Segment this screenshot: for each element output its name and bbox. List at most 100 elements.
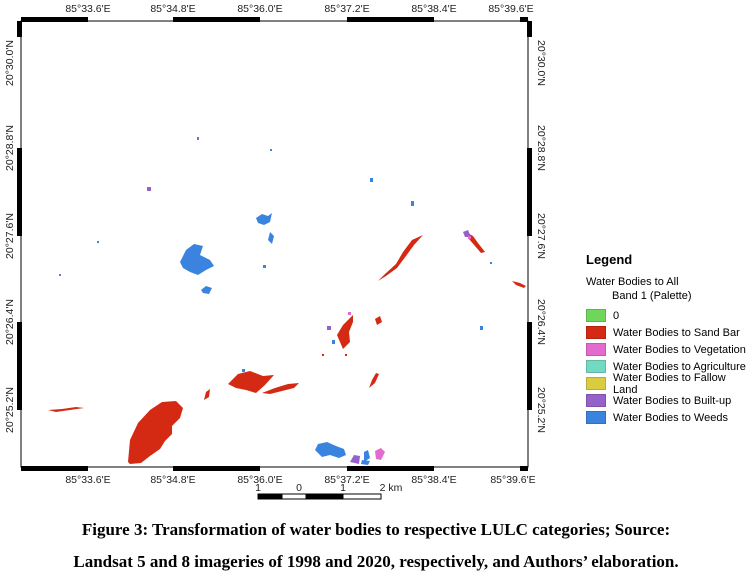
- bottom-tick-label: 85°34.8'E: [150, 474, 195, 486]
- legend-item-label: Water Bodies to Vegetation: [613, 343, 746, 356]
- legend-swatch: [586, 326, 606, 339]
- right-tick-label: 20°25.2'N: [535, 387, 547, 433]
- legend-title: Legend: [586, 252, 633, 267]
- sand-bar-patch: [262, 383, 299, 394]
- top-tick-label: 85°36.0'E: [237, 3, 282, 15]
- vegetation-patch: [375, 448, 385, 460]
- legend-swatch: [586, 411, 606, 424]
- map-frame: [20, 20, 529, 468]
- legend-item: Water Bodies to Built-up: [586, 392, 752, 409]
- built-up-patches: [59, 137, 471, 464]
- legend-swatch: [586, 360, 606, 373]
- vegetation-patch: [468, 236, 471, 239]
- sand-bar-patch: [48, 407, 84, 412]
- weeds-patch: [364, 450, 370, 462]
- right-tick-label: 20°28.8'N: [535, 125, 547, 171]
- weeds-patch: [180, 244, 214, 275]
- sand-bar-patch: [345, 354, 347, 356]
- right-tick-label: 20°30.0'N: [535, 40, 547, 86]
- legend-item-label: Water Bodies to Sand Bar: [613, 326, 740, 339]
- built-up-patch: [350, 455, 360, 464]
- vegetation-patches: [348, 236, 471, 460]
- weeds-patch: [268, 232, 274, 244]
- graticule-right-strip: [527, 21, 532, 410]
- sand-bar-patch: [322, 354, 324, 356]
- left-tick-label: 20°28.8'N: [4, 125, 16, 171]
- weeds-patch: [256, 213, 272, 225]
- right-tick-labels: 20°30.0'N 20°28.8'N 20°27.6'N 20°26.4'N …: [535, 40, 547, 433]
- built-up-patch: [463, 230, 471, 237]
- left-tick-labels: 20°30.0'N 20°28.8'N 20°27.6'N 20°26.4'N …: [4, 40, 16, 433]
- weeds-patch: [480, 326, 483, 330]
- caption-line: Figure 3: Transformation of water bodies…: [81, 520, 671, 539]
- weeds-patch: [370, 178, 373, 182]
- legend: Legend Water Bodies to All Band 1 (Palet…: [586, 252, 752, 426]
- sand-bar-patch: [204, 389, 210, 400]
- sand-bar-patch: [512, 281, 526, 288]
- weeds-patch: [332, 340, 335, 344]
- legend-item: Water Bodies to Vegetation: [586, 341, 752, 358]
- scale-label: 1: [340, 482, 346, 494]
- legend-swatch: [586, 309, 606, 322]
- bottom-tick-label: 85°37.2'E: [324, 474, 369, 486]
- legend-item: Water Bodies to Sand Bar: [586, 324, 752, 341]
- caption-line: Landsat 5 and 8 imageries of 1998 and 20…: [73, 552, 679, 571]
- graticule-left-strip: [17, 21, 22, 410]
- legend-layer-name: Water Bodies to All: [586, 276, 679, 288]
- legend-item: Water Bodies to Agriculture: [586, 358, 752, 375]
- weeds-patches: [97, 149, 492, 465]
- top-tick-label: 85°38.4'E: [411, 3, 456, 15]
- scale-label: 2 km: [380, 482, 403, 494]
- built-up-patch: [59, 274, 61, 276]
- bottom-tick-label: 85°33.6'E: [65, 474, 110, 486]
- legend-item: 0: [586, 307, 752, 324]
- built-up-patch: [197, 137, 199, 140]
- top-tick-labels: 85°33.6'E 85°34.8'E 85°36.0'E 85°37.2'E …: [65, 3, 533, 15]
- scale-label: 0: [296, 482, 302, 494]
- sand-bar-patch: [128, 401, 183, 464]
- graticule-bottom-strip: [21, 466, 528, 471]
- top-tick-label: 85°39.6'E: [488, 3, 533, 15]
- left-tick-label: 20°26.4'N: [4, 299, 16, 345]
- sand-bar-patch: [228, 371, 274, 393]
- top-tick-label: 85°33.6'E: [65, 3, 110, 15]
- vegetation-patch: [348, 312, 351, 315]
- built-up-patch: [147, 187, 151, 191]
- right-tick-label: 20°27.6'N: [535, 213, 547, 259]
- built-up-patch: [327, 326, 331, 330]
- sand-bar-patches: [48, 232, 526, 464]
- weeds-patch: [263, 265, 266, 268]
- bottom-tick-labels: 85°33.6'E 85°34.8'E 85°36.0'E 85°37.2'E …: [65, 474, 535, 486]
- legend-item-label: Water Bodies to Built-up: [613, 394, 732, 407]
- sand-bar-patch: [378, 235, 423, 281]
- weeds-patch: [490, 262, 492, 264]
- sand-bar-patch: [375, 316, 382, 325]
- legend-item-label: Water Bodies to Fallow Land: [613, 371, 726, 396]
- legend-swatch: [586, 377, 606, 390]
- legend-item-label: Water Bodies to Agriculture: [613, 360, 746, 373]
- weeds-patch: [242, 369, 245, 372]
- graticule-top-strip: [21, 17, 528, 22]
- weeds-patch: [315, 442, 346, 458]
- legend-swatch: [586, 343, 606, 356]
- legend-swatch: [586, 394, 606, 407]
- legend-item: Water Bodies to Fallow Land: [586, 372, 752, 396]
- right-tick-label: 20°26.4'N: [535, 299, 547, 345]
- weeds-patch: [97, 241, 99, 243]
- left-tick-label: 20°27.6'N: [4, 213, 16, 259]
- weeds-patch: [361, 460, 370, 465]
- weeds-patch: [201, 286, 212, 294]
- top-tick-label: 85°34.8'E: [150, 3, 195, 15]
- bottom-tick-label: 85°39.6'E: [490, 474, 535, 486]
- bottom-tick-label: 85°36.0'E: [237, 474, 282, 486]
- weeds-patch: [411, 201, 414, 206]
- legend-item-label: 0: [613, 309, 620, 322]
- legend-band-name: Band 1 (Palette): [612, 290, 692, 302]
- sand-bar-patch: [337, 315, 353, 349]
- weeds-patch: [270, 149, 272, 151]
- sand-bar-patch: [369, 373, 379, 388]
- legend-item-label: Water Bodies to Weeds: [613, 411, 728, 424]
- left-tick-label: 20°25.2'N: [4, 387, 16, 433]
- top-tick-label: 85°37.2'E: [324, 3, 369, 15]
- scale-bar: 1 0 1 2 km: [255, 482, 403, 500]
